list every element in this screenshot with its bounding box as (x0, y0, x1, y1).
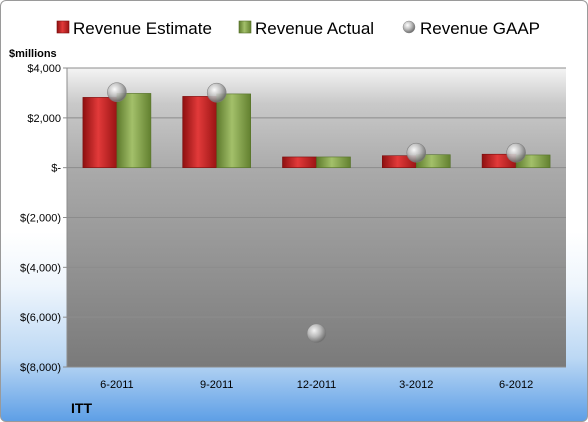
marker-revenue-gaap (107, 82, 127, 102)
y-tick-label: $4,000 (27, 63, 61, 75)
legend-item-revenue-gaap: Revenue GAAP (402, 19, 540, 38)
y-tick-label: $(6,000) (20, 312, 61, 324)
y-tick-label: $(2,000) (20, 213, 61, 225)
x-tick-label: 3-2012 (399, 379, 433, 391)
legend-item-revenue-estimate: Revenue Estimate (56, 19, 212, 38)
legend-label-revenue-estimate: Revenue Estimate (73, 19, 212, 38)
marker-revenue-gaap (306, 323, 327, 344)
bar-revenue-estimate (182, 96, 217, 168)
marker-revenue-gaap (206, 82, 227, 103)
x-tick-label: 12-2011 (297, 379, 337, 391)
x-axis: 6-2011 9-2011 12-2011 3-2012 6-2012 (100, 379, 533, 391)
bar-revenue-estimate (82, 97, 118, 168)
legend-label-revenue-gaap: Revenue GAAP (420, 19, 540, 38)
y-axis: $4,000 $2,000 $- $(2,000) $(4,000) $(6,000) $(… (20, 63, 68, 374)
bar-revenue-actual (216, 93, 251, 168)
legend-label-revenue-actual: Revenue Actual (255, 19, 374, 38)
gaap-markers (107, 82, 526, 344)
marker-revenue-gaap (506, 142, 526, 163)
bar-revenue-actual (316, 156, 351, 168)
bar-revenue-estimate (282, 156, 317, 168)
legend-swatch-revenue-actual (238, 20, 252, 34)
company-label: ITT (71, 400, 92, 416)
x-tick-label: 6-2011 (100, 379, 133, 391)
legend-item-revenue-actual: Revenue Actual (238, 19, 374, 38)
y-tick-label: $- (51, 163, 61, 175)
unit-label: $millions (9, 48, 57, 60)
marker-revenue-gaap (406, 142, 427, 163)
bar-revenue-actual (116, 93, 152, 168)
x-tick-label: 9-2011 (200, 379, 233, 391)
y-tick-label: $(4,000) (20, 262, 61, 274)
y-tick-label: $(8,000) (20, 362, 61, 374)
x-tick-label: 6-2012 (499, 379, 533, 391)
chart-legend: Revenue Estimate Revenue Actual Revenue … (56, 19, 540, 38)
y-tick-label: $2,000 (27, 113, 61, 125)
legend-swatch-revenue-estimate (56, 20, 70, 34)
legend-swatch-revenue-gaap (402, 20, 416, 34)
bars (82, 93, 551, 168)
